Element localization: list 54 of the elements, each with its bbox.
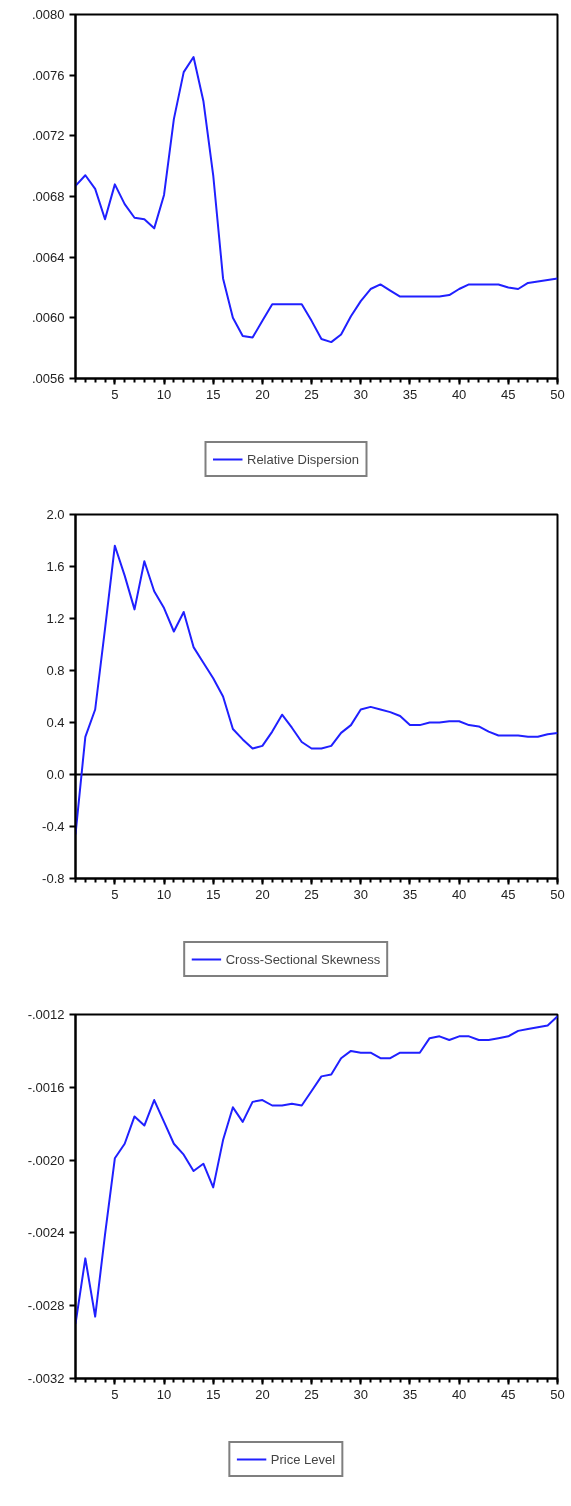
x-tick-label: 45 bbox=[501, 386, 516, 402]
y-tick-label: -.0028 bbox=[27, 1298, 65, 1314]
x-tick-label: 15 bbox=[205, 886, 221, 902]
y-tick-label: -0.4 bbox=[42, 819, 65, 834]
x-tick-label: 10 bbox=[156, 386, 172, 402]
y-tick-label: -.0016 bbox=[27, 1079, 65, 1095]
x-tick-label: 50 bbox=[550, 886, 565, 902]
x-tick-label: 5 bbox=[111, 386, 119, 402]
legend-label: Cross-Sectional Skewness bbox=[225, 951, 381, 967]
x-tick-label: 25 bbox=[304, 1386, 319, 1402]
x-tick-label: 30 bbox=[353, 1386, 368, 1402]
y-tick-label: 1.2 bbox=[46, 611, 65, 626]
y-tick-label: -.0012 bbox=[27, 1007, 65, 1022]
x-tick-label: 20 bbox=[255, 386, 270, 402]
x-tick-label: 45 bbox=[501, 886, 516, 902]
x-tick-label: 25 bbox=[304, 886, 319, 902]
x-tick-label: 50 bbox=[550, 1386, 565, 1402]
x-tick-label: 5 bbox=[111, 886, 119, 902]
x-tick-label: 10 bbox=[156, 1386, 172, 1402]
x-tick-label: 35 bbox=[402, 886, 418, 902]
x-tick-label: 25 bbox=[304, 386, 319, 402]
x-tick-label: 15 bbox=[205, 386, 221, 402]
y-tick-label: 0.0 bbox=[46, 767, 65, 782]
y-tick-label: .0068 bbox=[31, 189, 65, 204]
x-tick-label: 35 bbox=[402, 386, 418, 402]
y-tick-label: .0076 bbox=[31, 67, 65, 83]
y-tick-label: -.0032 bbox=[27, 1371, 65, 1386]
x-tick-label: 15 bbox=[205, 1386, 221, 1402]
x-tick-label: 10 bbox=[156, 886, 172, 902]
x-tick-label: 5 bbox=[111, 1386, 119, 1402]
legend-label: Price Level bbox=[270, 1451, 336, 1467]
x-tick-label: 35 bbox=[402, 1386, 418, 1402]
y-tick-label: .0056 bbox=[31, 371, 65, 386]
y-tick-label: .0080 bbox=[31, 7, 65, 22]
x-tick-label: 30 bbox=[353, 386, 368, 402]
y-tick-label: -.0024 bbox=[27, 1225, 65, 1241]
x-tick-label: 45 bbox=[501, 1386, 516, 1402]
x-tick-label: 50 bbox=[550, 386, 565, 402]
y-tick-label: -.0020 bbox=[27, 1152, 65, 1168]
y-tick-label: -0.8 bbox=[42, 871, 65, 886]
y-tick-label: 1.6 bbox=[46, 559, 65, 574]
x-tick-label: 40 bbox=[451, 886, 467, 902]
x-tick-label: 40 bbox=[451, 1386, 467, 1402]
x-tick-label: 40 bbox=[451, 386, 467, 402]
y-tick-label: 2.0 bbox=[46, 507, 65, 522]
y-tick-label: .0064 bbox=[31, 249, 65, 265]
y-tick-label: 0.8 bbox=[46, 663, 65, 678]
x-tick-label: 20 bbox=[255, 1386, 270, 1402]
y-tick-label: .0072 bbox=[31, 128, 65, 144]
x-tick-label: 20 bbox=[255, 886, 270, 902]
legend-label: Relative Dispersion bbox=[247, 451, 359, 467]
x-tick-label: 30 bbox=[353, 886, 368, 902]
y-tick-label: .0060 bbox=[31, 310, 65, 326]
y-tick-label: 0.4 bbox=[46, 715, 65, 730]
